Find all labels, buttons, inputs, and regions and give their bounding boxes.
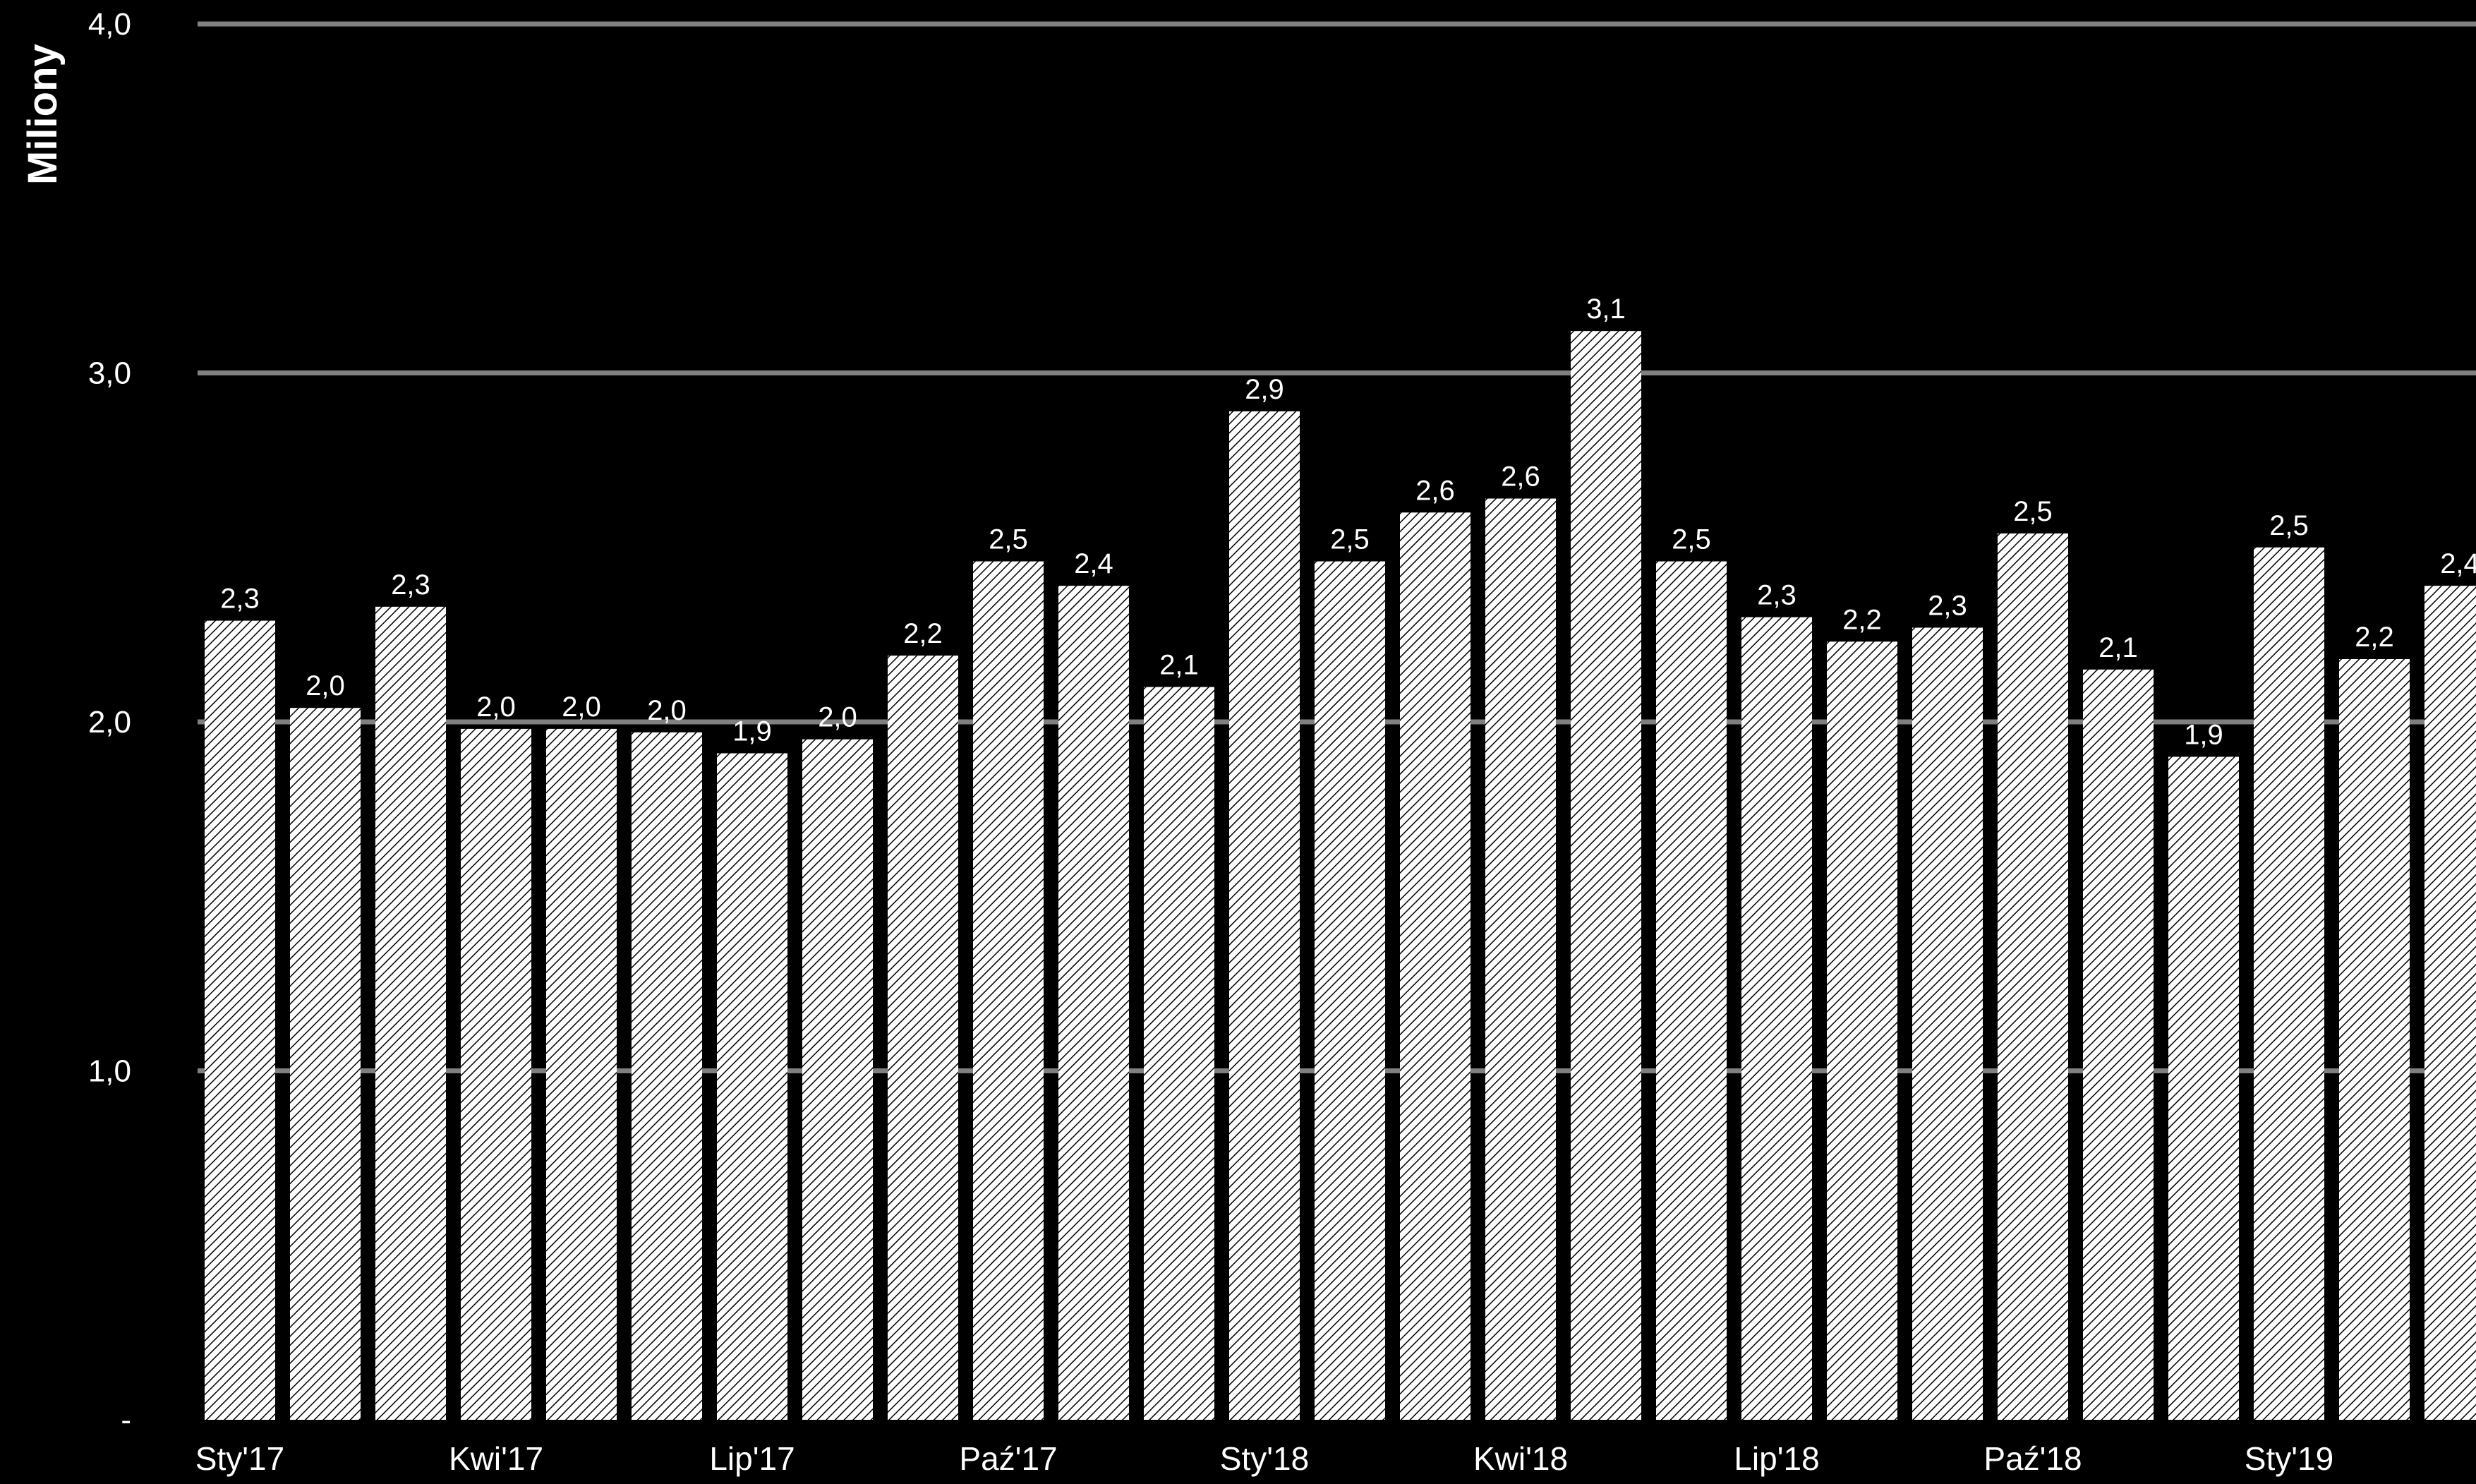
x-tick-label: Paź'17 [959, 1440, 1057, 1477]
bar-data-label: 2,5 [989, 524, 1028, 555]
bar [205, 620, 275, 1420]
x-tick-label: Sty'18 [1220, 1440, 1309, 1477]
bar [888, 656, 958, 1420]
y-tick-label: 4,0 [88, 7, 131, 42]
bars [205, 331, 2476, 1420]
bar-data-label: 2,5 [1672, 524, 1711, 555]
bar [1229, 411, 1300, 1420]
bar [1144, 687, 1214, 1420]
x-tick-label: Sty'17 [195, 1440, 284, 1477]
bar [2168, 756, 2239, 1420]
bar [375, 606, 446, 1420]
bar-data-label: 2,0 [306, 670, 345, 701]
bar [1827, 641, 1897, 1420]
bar [1400, 512, 1470, 1420]
x-tick-label: Lip'18 [1734, 1440, 1819, 1477]
x-tick-label: Kwi'18 [1473, 1440, 1568, 1477]
bar [1485, 498, 1556, 1420]
bar-data-label: 2,5 [2269, 510, 2309, 541]
bar-data-label: 2,0 [818, 702, 857, 733]
bar-data-label: 2,9 [1245, 374, 1284, 405]
x-axis-tick-labels: Sty'17 Kwi'17 Lip'17 Paź'17 Sty'18 Kwi'18 Lip'… [195, 1440, 2333, 1477]
y-tick-label: 2,0 [88, 705, 131, 740]
bar-data-label: 2,1 [1159, 650, 1199, 681]
y-tick-label: - [121, 1403, 131, 1437]
bar-data-label: 3,1 [1586, 294, 1626, 325]
bar [717, 753, 787, 1420]
bar-data-label: 2,2 [2355, 622, 2394, 653]
bar [1058, 586, 1129, 1420]
bar [2339, 658, 2410, 1420]
data-labels: 2,3 2,0 2,3 2,0 2,0 2,0 1,9 2,0 2,2 2,5 2,4 2,1 2,9 2… [220, 294, 2476, 750]
bar [1656, 561, 1727, 1420]
bar-data-label: 2,3 [220, 584, 260, 615]
bar-data-label: 2,5 [1330, 524, 1370, 555]
bar-data-label: 2,5 [2013, 496, 2053, 527]
bar [2254, 547, 2324, 1420]
bar [1998, 533, 2068, 1420]
bar [1912, 627, 1983, 1420]
x-tick-label: Paź'18 [1983, 1440, 2082, 1477]
bar-data-label: 2,4 [2440, 548, 2476, 579]
y-tick-label: 3,0 [88, 356, 131, 391]
bar-data-label: 2,4 [1074, 548, 1113, 579]
y-tick-label: 1,0 [88, 1054, 131, 1089]
bar-data-label: 2,6 [1501, 462, 1540, 493]
bar [1741, 617, 1812, 1420]
x-tick-label: Lip'17 [709, 1440, 795, 1477]
bar [546, 728, 617, 1420]
bar-data-label: 2,3 [1757, 580, 1796, 611]
bar-data-label: 1,9 [2184, 719, 2223, 750]
bar-data-label: 2,6 [1415, 475, 1455, 506]
y-axis-title: Miliony [20, 44, 66, 185]
bar-data-label: 2,3 [391, 569, 430, 601]
bar-data-label: 2,0 [476, 692, 516, 723]
bar-data-label: 2,2 [903, 618, 943, 649]
y-axis-tick-labels: - 1,0 2,0 3,0 4,0 [88, 7, 131, 1437]
x-tick-label: Sty'19 [2245, 1440, 2333, 1477]
bar-data-label: 2,3 [1928, 590, 1967, 621]
bar-data-label: 2,0 [562, 692, 601, 723]
bar-data-label: 2,0 [647, 695, 687, 726]
bar [461, 728, 531, 1420]
bar [1315, 561, 1385, 1420]
bar [290, 708, 361, 1420]
bar [973, 561, 1044, 1420]
bar [2083, 669, 2154, 1420]
bar [632, 732, 702, 1420]
bar-data-label: 2,2 [1842, 604, 1882, 635]
bar-data-label: 1,9 [732, 716, 772, 747]
bar [1571, 331, 1641, 1420]
x-tick-label: Kwi'17 [449, 1440, 543, 1477]
bar-data-label: 2,1 [2098, 632, 2138, 663]
bar [802, 739, 873, 1420]
bar [2424, 586, 2476, 1420]
